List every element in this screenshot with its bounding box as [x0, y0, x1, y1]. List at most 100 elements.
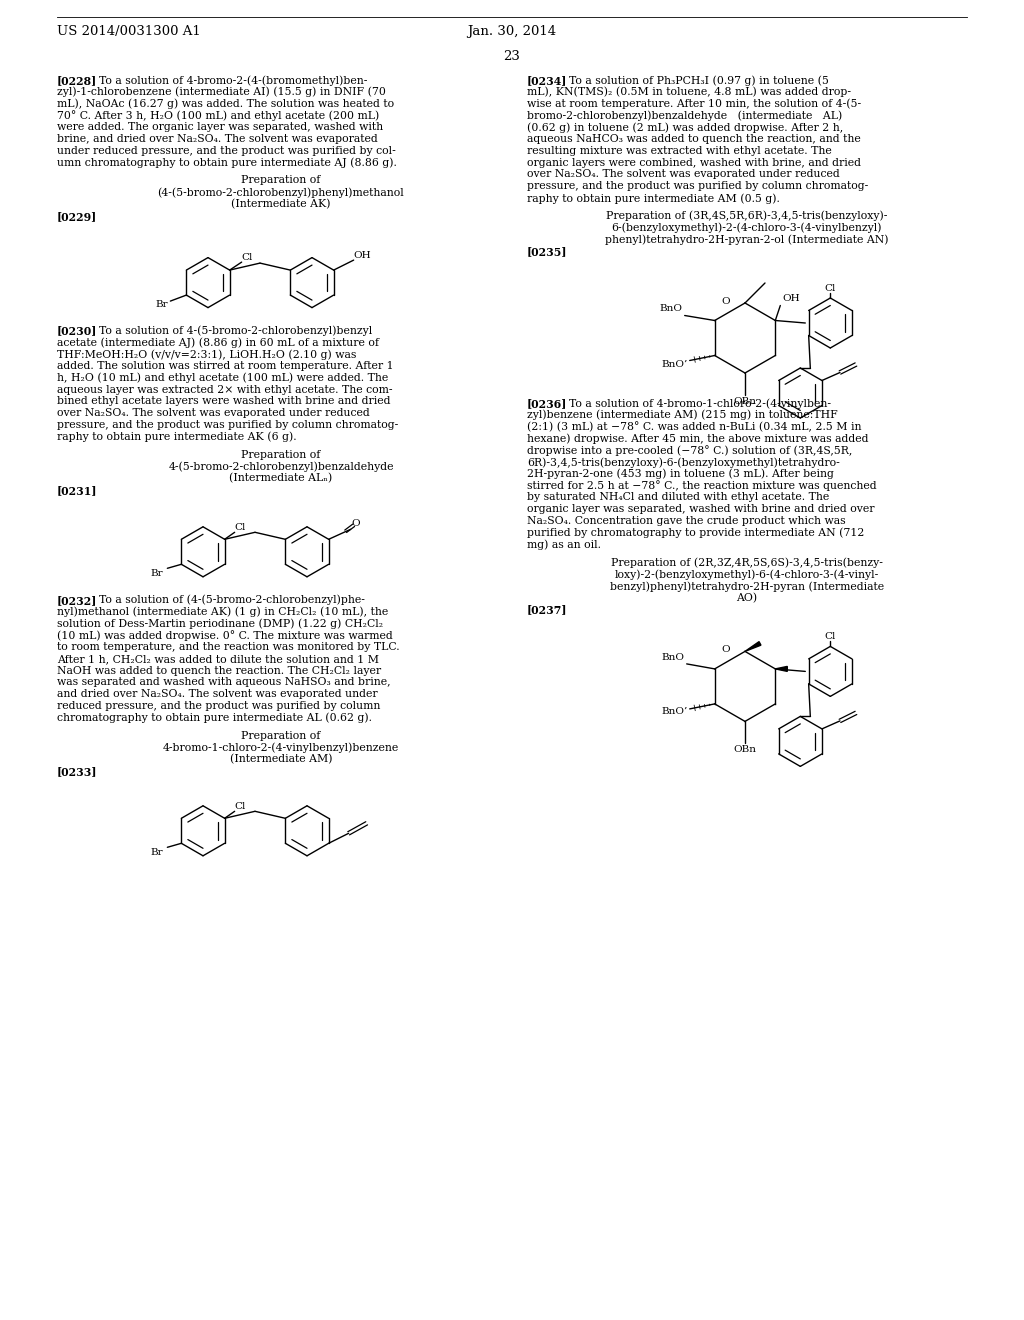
Text: mg) as an oil.: mg) as an oil. — [527, 540, 601, 550]
Text: over Na₂SO₄. The solvent was evaporated under reduced: over Na₂SO₄. The solvent was evaporated … — [57, 408, 370, 418]
Text: BnO’: BnO’ — [662, 708, 688, 715]
Text: To a solution of (4-(5-bromo-2-chlorobenzyl)phe-: To a solution of (4-(5-bromo-2-chloroben… — [99, 595, 365, 606]
Text: stirred for 2.5 h at −78° C., the reaction mixture was quenched: stirred for 2.5 h at −78° C., the reacti… — [527, 480, 877, 491]
Text: Na₂SO₄. Concentration gave the crude product which was: Na₂SO₄. Concentration gave the crude pro… — [527, 516, 846, 525]
Text: 6R)-3,4,5-tris(benzyloxy)-6-(benzyloxymethyl)tetrahydro-: 6R)-3,4,5-tris(benzyloxy)-6-(benzyloxyme… — [527, 457, 840, 467]
Polygon shape — [775, 667, 787, 672]
Text: BnO: BnO — [662, 653, 685, 661]
Text: 23: 23 — [504, 50, 520, 63]
Text: Cl: Cl — [242, 253, 253, 263]
Text: brine, and dried over Na₂SO₄. The solvent was evaporated: brine, and dried over Na₂SO₄. The solven… — [57, 135, 378, 144]
Text: OH: OH — [782, 294, 800, 304]
Text: Preparation of: Preparation of — [242, 450, 321, 459]
Text: O: O — [722, 297, 730, 306]
Text: Preparation of (3R,4S,5R,6R)-3,4,5-tris(benzyloxy)-: Preparation of (3R,4S,5R,6R)-3,4,5-tris(… — [606, 211, 888, 222]
Text: To a solution of 4-bromo-2-(4-(bromomethyl)ben-: To a solution of 4-bromo-2-(4-(bromometh… — [99, 75, 368, 86]
Text: benzyl)phenyl)tetrahydro-2H-pyran (Intermediate: benzyl)phenyl)tetrahydro-2H-pyran (Inter… — [610, 581, 884, 591]
Text: resulting mixture was extracted with ethyl acetate. The: resulting mixture was extracted with eth… — [527, 145, 831, 156]
Text: over Na₂SO₄. The solvent was evaporated under reduced: over Na₂SO₄. The solvent was evaporated … — [527, 169, 840, 180]
Text: (Intermediate ALₙ): (Intermediate ALₙ) — [229, 473, 333, 483]
Text: BnO: BnO — [659, 305, 683, 313]
Text: AO): AO) — [736, 593, 758, 603]
Text: loxy)-2-(benzyloxymethyl)-6-(4-chloro-3-(4-vinyl-: loxy)-2-(benzyloxymethyl)-6-(4-chloro-3-… — [614, 569, 880, 579]
Text: hexane) dropwise. After 45 min, the above mixture was added: hexane) dropwise. After 45 min, the abov… — [527, 433, 868, 444]
Text: [0237]: [0237] — [527, 605, 567, 615]
Text: Preparation of: Preparation of — [242, 176, 321, 185]
Text: raphy to obtain pure intermediate AK (6 g).: raphy to obtain pure intermediate AK (6 … — [57, 432, 297, 442]
Text: 70° C. After 3 h, H₂O (100 mL) and ethyl acetate (200 mL): 70° C. After 3 h, H₂O (100 mL) and ethyl… — [57, 111, 379, 121]
Text: BnO’: BnO’ — [662, 360, 688, 370]
Text: (0.62 g) in toluene (2 mL) was added dropwise. After 2 h,: (0.62 g) in toluene (2 mL) was added dro… — [527, 123, 843, 133]
Text: OBn: OBn — [733, 397, 757, 407]
Text: [0234]: [0234] — [527, 75, 567, 86]
Text: 4-bromo-1-chloro-2-(4-vinylbenzyl)benzene: 4-bromo-1-chloro-2-(4-vinylbenzyl)benzen… — [163, 742, 399, 752]
Text: US 2014/0031300 A1: US 2014/0031300 A1 — [57, 25, 201, 38]
Text: chromatography to obtain pure intermediate AL (0.62 g).: chromatography to obtain pure intermedia… — [57, 713, 372, 723]
Text: Br: Br — [151, 569, 164, 578]
Text: To a solution of 4-(5-bromo-2-chlorobenzyl)benzyl: To a solution of 4-(5-bromo-2-chlorobenz… — [99, 326, 373, 337]
Text: pressure, and the product was purified by column chromatog-: pressure, and the product was purified b… — [527, 181, 868, 191]
Text: [0236]: [0236] — [527, 399, 567, 409]
Text: 4-(5-bromo-2-chlorobenzyl)benzaldehyde: 4-(5-bromo-2-chlorobenzyl)benzaldehyde — [168, 462, 394, 473]
Text: Br: Br — [151, 849, 164, 857]
Text: OH: OH — [353, 251, 372, 260]
Text: organic layer was separated, washed with brine and dried over: organic layer was separated, washed with… — [527, 504, 874, 515]
Text: Br: Br — [156, 300, 168, 309]
Text: were added. The organic layer was separated, washed with: were added. The organic layer was separa… — [57, 123, 383, 132]
Text: [0233]: [0233] — [57, 766, 97, 777]
Text: organic layers were combined, washed with brine, and dried: organic layers were combined, washed wit… — [527, 157, 861, 168]
Text: [0228]: [0228] — [57, 75, 97, 86]
Text: (Intermediate AK): (Intermediate AK) — [231, 199, 331, 210]
Text: 6-(benzyloxymethyl)-2-(4-chloro-3-(4-vinylbenzyl): 6-(benzyloxymethyl)-2-(4-chloro-3-(4-vin… — [611, 223, 883, 234]
Text: Cl: Cl — [824, 284, 836, 293]
Text: (2:1) (3 mL) at −78° C. was added n-BuLi (0.34 mL, 2.5 M in: (2:1) (3 mL) at −78° C. was added n-BuLi… — [527, 421, 861, 432]
Text: acetate (intermediate AJ) (8.86 g) in 60 mL of a mixture of: acetate (intermediate AJ) (8.86 g) in 60… — [57, 338, 379, 348]
Text: added. The solution was stirred at room temperature. After 1: added. The solution was stirred at room … — [57, 360, 393, 371]
Text: to room temperature, and the reaction was monitored by TLC.: to room temperature, and the reaction wa… — [57, 642, 399, 652]
Text: reduced pressure, and the product was purified by column: reduced pressure, and the product was pu… — [57, 701, 380, 711]
Text: To a solution of Ph₃PCH₃I (0.97 g) in toluene (5: To a solution of Ph₃PCH₃I (0.97 g) in to… — [569, 75, 828, 86]
Text: (4-(5-bromo-2-chlorobenzyl)phenyl)methanol: (4-(5-bromo-2-chlorobenzyl)phenyl)methan… — [158, 187, 404, 198]
Text: by saturated NH₄Cl and diluted with ethyl acetate. The: by saturated NH₄Cl and diluted with ethy… — [527, 492, 829, 503]
Text: nyl)methanol (intermediate AK) (1 g) in CH₂Cl₂ (10 mL), the: nyl)methanol (intermediate AK) (1 g) in … — [57, 607, 388, 618]
Text: bined ethyl acetate layers were washed with brine and dried: bined ethyl acetate layers were washed w… — [57, 396, 390, 407]
Text: Jan. 30, 2014: Jan. 30, 2014 — [467, 25, 557, 38]
Text: O: O — [351, 519, 360, 528]
Text: [0230]: [0230] — [57, 326, 97, 337]
Text: bromo-2-chlorobenzyl)benzaldehyde   (intermediate   AL): bromo-2-chlorobenzyl)benzaldehyde (inter… — [527, 111, 843, 121]
Text: Preparation of (2R,3Z,4R,5S,6S)-3,4,5-tris(benzy-: Preparation of (2R,3Z,4R,5S,6S)-3,4,5-tr… — [611, 557, 883, 568]
Text: Preparation of: Preparation of — [242, 730, 321, 741]
Text: umn chromatography to obtain pure intermediate AJ (8.86 g).: umn chromatography to obtain pure interm… — [57, 157, 397, 168]
Text: dropwise into a pre-cooled (−78° C.) solution of (3R,4S,5R,: dropwise into a pre-cooled (−78° C.) sol… — [527, 445, 852, 457]
Text: purified by chromatography to provide intermediate AN (712: purified by chromatography to provide in… — [527, 528, 864, 539]
Text: [0229]: [0229] — [57, 211, 97, 222]
Text: Cl: Cl — [234, 523, 246, 532]
Text: zyl)-1-chlorobenzene (intermediate AI) (15.5 g) in DNIF (70: zyl)-1-chlorobenzene (intermediate AI) (… — [57, 87, 386, 98]
Text: wise at room temperature. After 10 min, the solution of 4-(5-: wise at room temperature. After 10 min, … — [527, 99, 861, 110]
Text: THF:MeOH:H₂O (v/v/v=2:3:1), LiOH.H₂O (2.10 g) was: THF:MeOH:H₂O (v/v/v=2:3:1), LiOH.H₂O (2.… — [57, 350, 356, 360]
Text: NaOH was added to quench the reaction. The CH₂Cl₂ layer: NaOH was added to quench the reaction. T… — [57, 665, 381, 676]
Text: [0232]: [0232] — [57, 595, 97, 606]
Text: aqueous layer was extracted 2× with ethyl acetate. The com-: aqueous layer was extracted 2× with ethy… — [57, 384, 392, 395]
Text: pressure, and the product was purified by column chromatog-: pressure, and the product was purified b… — [57, 420, 398, 430]
Text: mL), NaOAc (16.27 g) was added. The solution was heated to: mL), NaOAc (16.27 g) was added. The solu… — [57, 99, 394, 110]
Text: [0231]: [0231] — [57, 484, 97, 496]
Text: h, H₂O (10 mL) and ethyl acetate (100 mL) were added. The: h, H₂O (10 mL) and ethyl acetate (100 mL… — [57, 372, 388, 383]
Text: phenyl)tetrahydro-2H-pyran-2-ol (Intermediate AN): phenyl)tetrahydro-2H-pyran-2-ol (Interme… — [605, 235, 889, 246]
Text: under reduced pressure, and the product was purified by col-: under reduced pressure, and the product … — [57, 145, 395, 156]
Text: and dried over Na₂SO₄. The solvent was evaporated under: and dried over Na₂SO₄. The solvent was e… — [57, 689, 378, 700]
Text: Cl: Cl — [234, 803, 246, 812]
Text: (10 mL) was added dropwise. 0° C. The mixture was warmed: (10 mL) was added dropwise. 0° C. The mi… — [57, 630, 393, 642]
Text: solution of Dess-Martin periodinane (DMP) (1.22 g) CH₂Cl₂: solution of Dess-Martin periodinane (DMP… — [57, 618, 383, 628]
Text: was separated and washed with aqueous NaHSO₃ and brine,: was separated and washed with aqueous Na… — [57, 677, 390, 688]
Text: OBn: OBn — [733, 746, 757, 755]
Text: mL), KN(TMS)₂ (0.5M in toluene, 4.8 mL) was added drop-: mL), KN(TMS)₂ (0.5M in toluene, 4.8 mL) … — [527, 87, 851, 98]
Text: zyl)benzene (intermediate AM) (215 mg) in toluene:THF: zyl)benzene (intermediate AM) (215 mg) i… — [527, 409, 838, 420]
Text: (Intermediate AM): (Intermediate AM) — [229, 754, 332, 764]
Text: aqueous NaHCO₃ was added to quench the reaction, and the: aqueous NaHCO₃ was added to quench the r… — [527, 135, 861, 144]
Text: To a solution of 4-bromo-1-chloro-2-(4-vinylben-: To a solution of 4-bromo-1-chloro-2-(4-v… — [569, 399, 831, 409]
Text: After 1 h, CH₂Cl₂ was added to dilute the solution and 1 M: After 1 h, CH₂Cl₂ was added to dilute th… — [57, 653, 379, 664]
Polygon shape — [745, 642, 761, 651]
Text: 2H-pyran-2-one (453 mg) in toluene (3 mL). After being: 2H-pyran-2-one (453 mg) in toluene (3 mL… — [527, 469, 834, 479]
Text: Cl: Cl — [824, 632, 836, 642]
